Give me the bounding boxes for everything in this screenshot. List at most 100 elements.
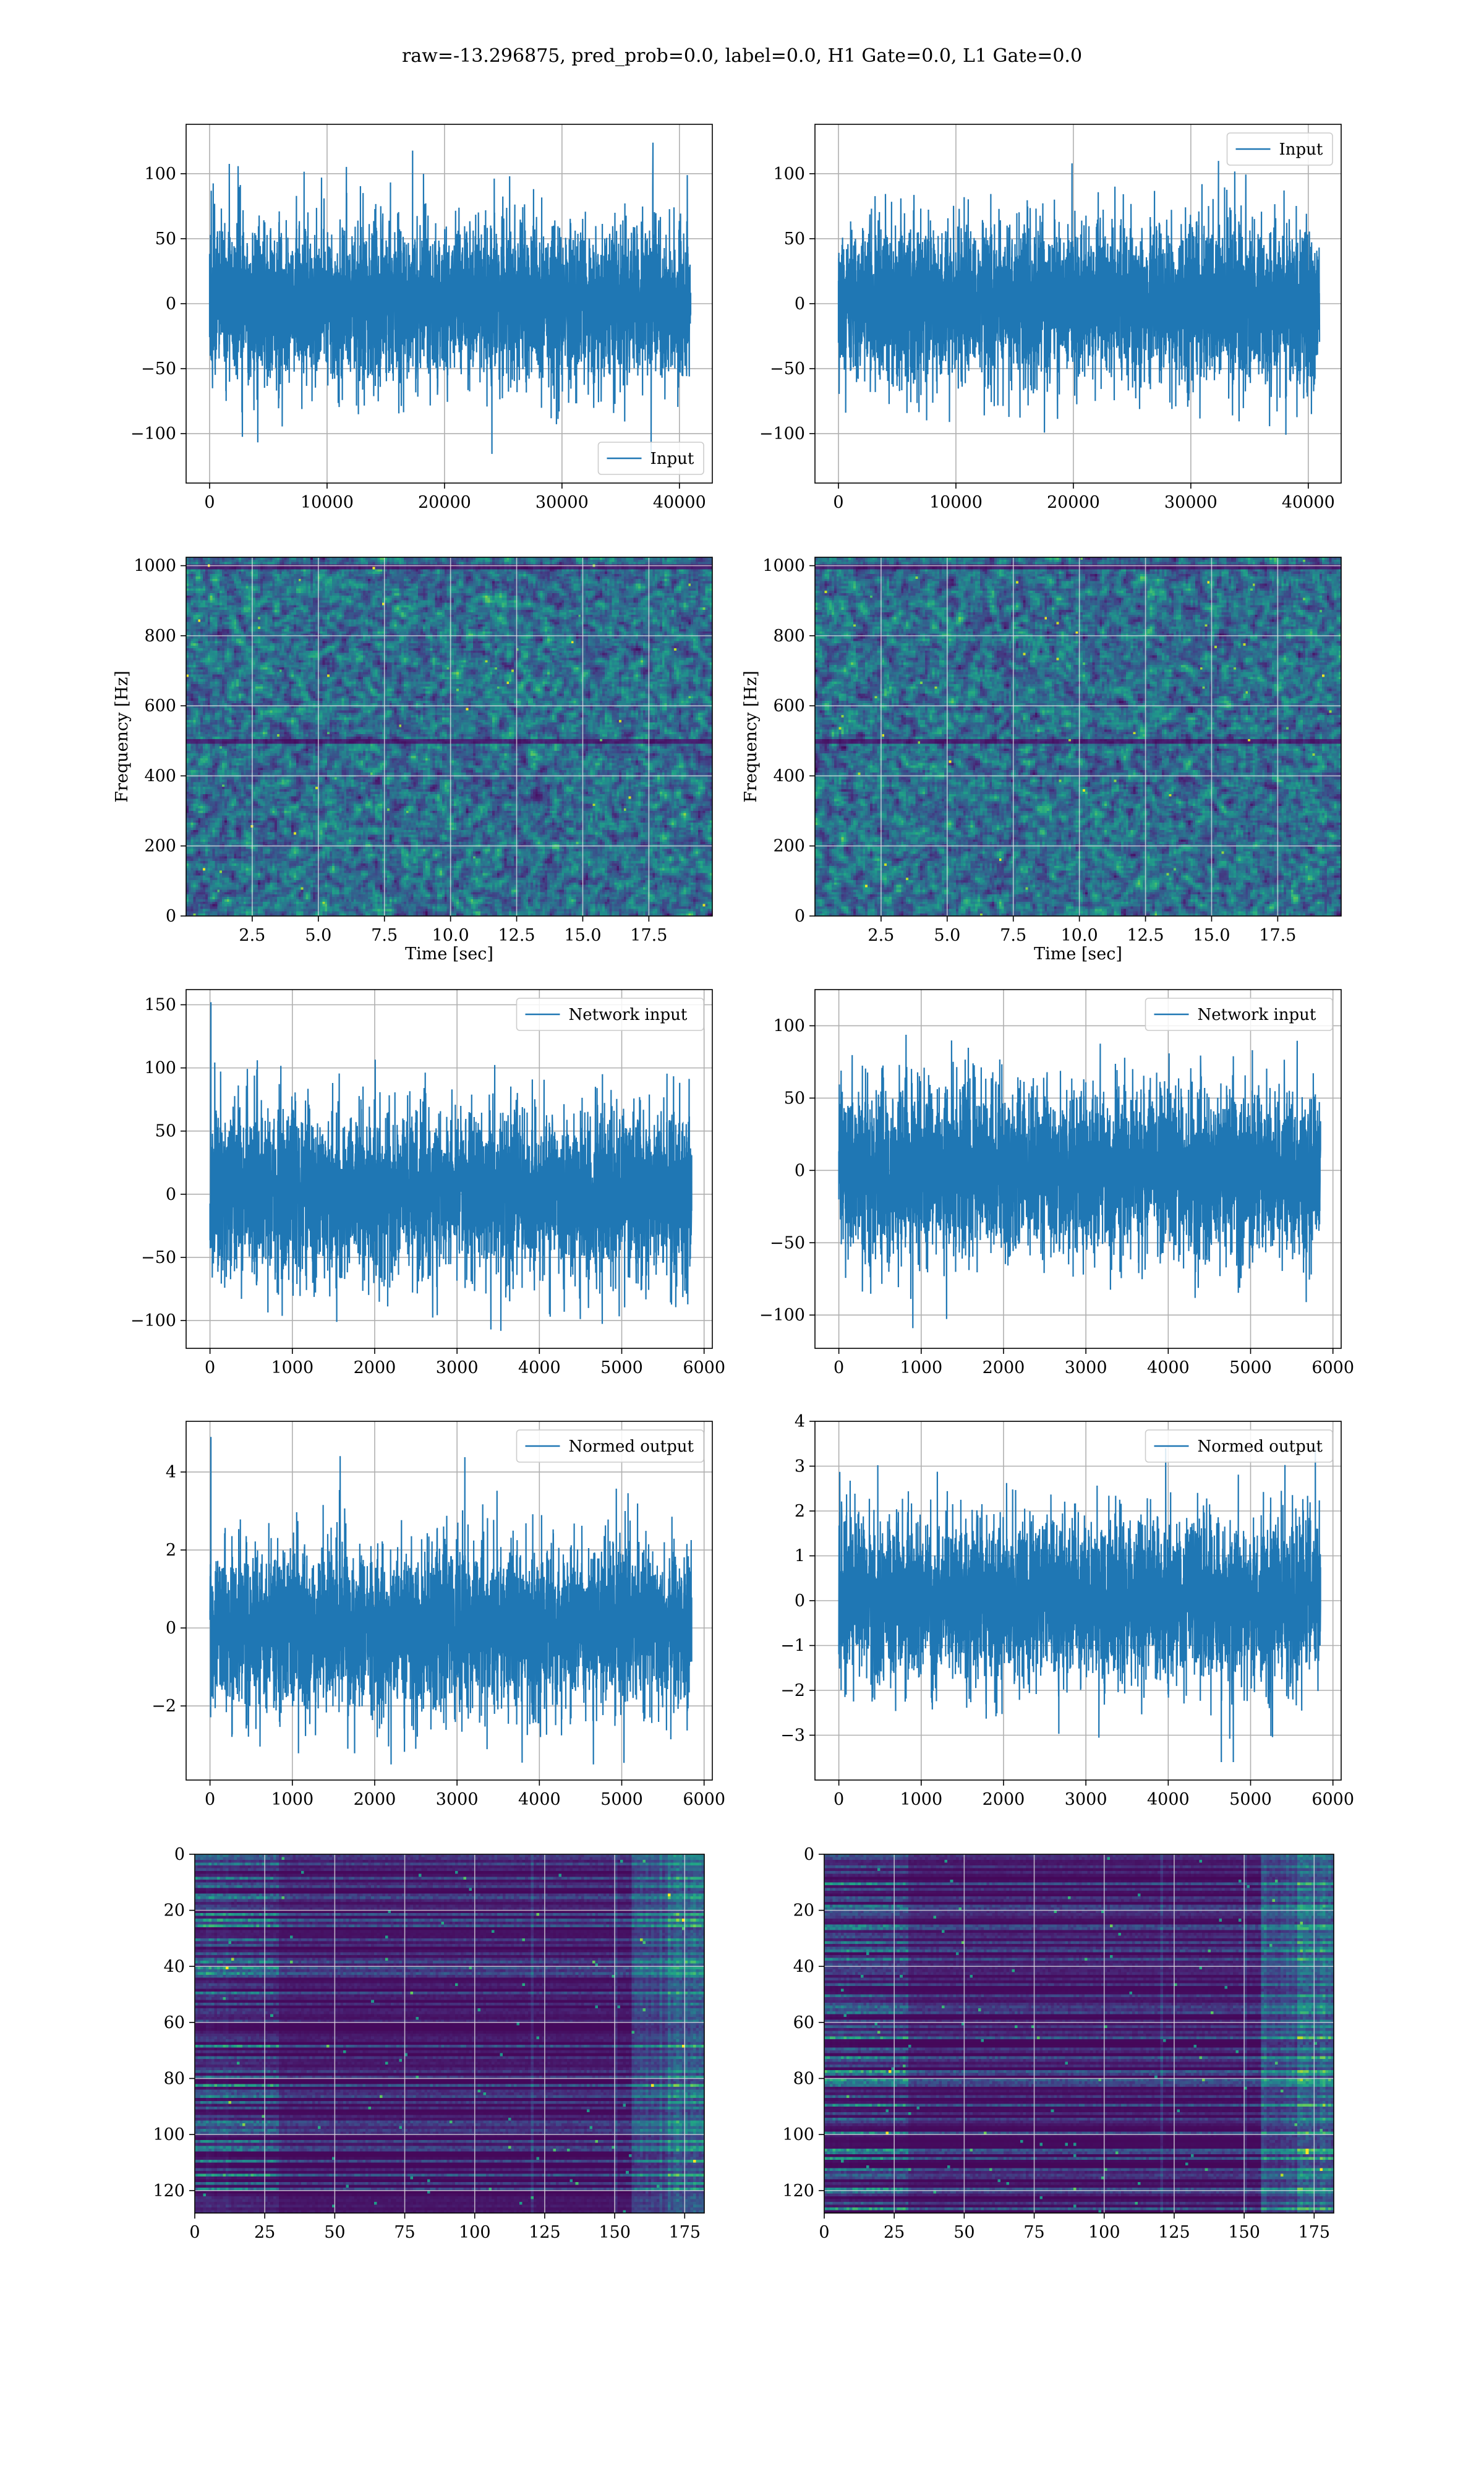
y-tick-label: 0	[166, 294, 176, 314]
y-tick-label: 0	[174, 1845, 185, 1864]
x-tick-label: 2000	[354, 1358, 396, 1377]
y-tick-label: 80	[793, 2070, 814, 2089]
y-tick-label: 100	[773, 1016, 805, 1035]
legend-entry: Network input	[1198, 1006, 1316, 1024]
y-tick-label: 100	[144, 165, 176, 184]
panel-p8: 0 1000 2000 3000 4000 5000 6000 −3 −2 −1 0 1 2 3 4 Norm…	[780, 1412, 1354, 1809]
x-tick-label: 0	[205, 1790, 215, 1809]
x-tick-label: 7.5	[371, 926, 398, 945]
x-tick-label: 20000	[418, 493, 471, 512]
series-line	[208, 142, 692, 458]
x-tick-label: 5000	[600, 1790, 643, 1809]
y-tick-label: −100	[130, 1311, 176, 1330]
x-tick-label: 1000	[271, 1790, 313, 1809]
legend-entry: Network input	[569, 1006, 688, 1024]
x-tick-label: 17.5	[630, 926, 667, 945]
y-tick-label: 4	[166, 1463, 176, 1482]
x-tick-label: 5.0	[305, 926, 331, 945]
y-tick-label: −50	[141, 1248, 176, 1267]
x-tick-label: 2.5	[868, 926, 894, 945]
y-tick-label: 100	[773, 165, 805, 184]
axes-frame	[814, 557, 1342, 917]
y-tick-label: 40	[164, 1957, 185, 1976]
x-tick-label: 15.0	[564, 926, 601, 945]
x-tick-label: 150	[599, 2223, 631, 2242]
x-tick-label: 4000	[518, 1790, 561, 1809]
y-tick-label: 3	[795, 1457, 805, 1476]
x-tick-label: 4000	[518, 1358, 561, 1377]
x-tick-label: 25	[884, 2223, 905, 2242]
x-tick-label: 1000	[900, 1790, 942, 1809]
x-tick-label: 0	[834, 1790, 844, 1809]
y-tick-label: 0	[804, 1845, 814, 1864]
x-tick-label: 6000	[683, 1790, 725, 1809]
y-tick-label: −50	[770, 1233, 805, 1252]
x-tick-label: 125	[529, 2223, 561, 2242]
series-line	[209, 1002, 693, 1331]
x-tick-label: 6000	[1311, 1358, 1354, 1377]
y-tick-label: 100	[144, 1059, 176, 1078]
heatmap-image	[824, 1854, 1334, 2213]
y-tick-label: −100	[759, 424, 805, 443]
y-tick-label: 100	[782, 2125, 814, 2144]
x-tick-label: 150	[1228, 2223, 1260, 2242]
x-tick-label: 4000	[1147, 1358, 1190, 1377]
axes-frame	[194, 1854, 705, 2214]
legend-box	[1226, 132, 1333, 166]
x-tick-label: 1000	[900, 1358, 942, 1377]
axes-frame	[814, 989, 1342, 1349]
y-tick-label: 120	[782, 2181, 814, 2201]
y-tick-label: −100	[759, 1306, 805, 1325]
heatmap-image	[186, 557, 712, 916]
x-tick-label: 5000	[1229, 1358, 1272, 1377]
x-tick-label: 125	[1158, 2223, 1190, 2242]
y-tick-label: 200	[144, 837, 176, 856]
y-tick-label: 20	[793, 1901, 814, 1920]
panel-p1: 0 10000 20000 30000 40000 −100 −50 0 50 100 Input	[130, 124, 713, 512]
panel-p10: 0 25 50 75 100 125 150 175 0 20 40 60 80 100 120	[782, 1845, 1334, 2242]
y-tick-label: 0	[795, 1161, 805, 1180]
y-tick-label: 2	[795, 1502, 805, 1521]
y-tick-label: 60	[793, 2013, 814, 2032]
x-tick-label: 6000	[683, 1358, 725, 1377]
y-tick-label: 600	[144, 696, 176, 716]
panel-p3: 2.5 5.0 7.5 10.0 12.5 15.0 17.5 0 200 400 600 800 10…	[113, 557, 713, 964]
axes-frame	[824, 1854, 1334, 2214]
x-tick-label: 12.5	[1127, 926, 1164, 945]
x-axis-label: Time [sec]	[405, 944, 493, 964]
x-tick-label: 2.5	[239, 926, 265, 945]
x-tick-label: 30000	[535, 493, 589, 512]
x-tick-label: 0	[834, 1358, 844, 1377]
x-tick-label: 20000	[1047, 493, 1100, 512]
y-tick-label: −2	[780, 1681, 805, 1700]
x-tick-label: 10.0	[432, 926, 469, 945]
heatmap-image	[815, 557, 1341, 916]
y-tick-label: 0	[795, 1591, 805, 1611]
y-tick-label: 50	[784, 229, 805, 249]
y-tick-label: 120	[153, 2181, 185, 2201]
x-tick-label: 15.0	[1193, 926, 1230, 945]
x-tick-label: 10000	[301, 493, 354, 512]
series-line	[209, 1437, 693, 1765]
x-tick-label: 100	[1088, 2223, 1120, 2242]
y-tick-label: 50	[784, 1089, 805, 1108]
y-tick-label: 0	[795, 294, 805, 314]
panel-p7: 0 1000 2000 3000 4000 5000 6000 −2 0 2 4 Normed out…	[151, 1421, 725, 1809]
x-tick-label: 50	[953, 2223, 974, 2242]
y-tick-label: 400	[773, 766, 805, 785]
x-tick-label: 0	[833, 493, 843, 512]
x-tick-label: 0	[204, 493, 215, 512]
x-tick-label: 5000	[1229, 1790, 1272, 1809]
axes-frame	[186, 989, 713, 1349]
x-tick-label: 30000	[1164, 493, 1217, 512]
legend-box	[1145, 998, 1333, 1031]
legend-entry: Input	[650, 450, 694, 468]
y-tick-label: 800	[773, 627, 805, 646]
x-tick-label: 5.0	[934, 926, 960, 945]
x-tick-label: 0	[205, 1358, 215, 1377]
x-tick-label: 175	[669, 2223, 701, 2242]
series-line	[837, 161, 1321, 435]
x-tick-label: 6000	[1311, 1790, 1354, 1809]
y-tick-label: 50	[155, 229, 176, 249]
x-tick-label: 2000	[354, 1790, 396, 1809]
